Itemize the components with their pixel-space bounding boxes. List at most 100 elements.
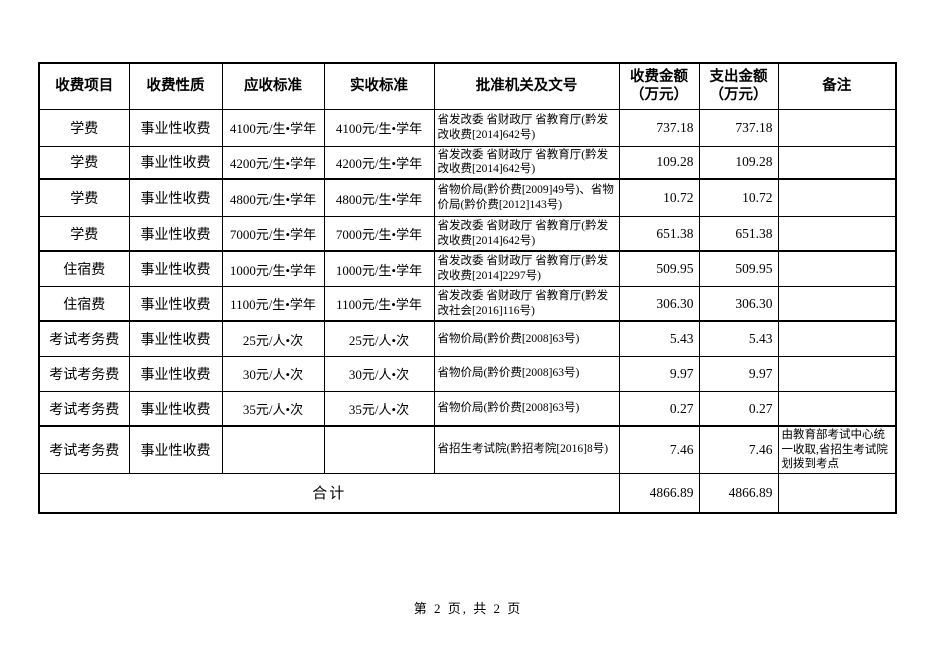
cell-income-amount: 737.18 bbox=[618, 108, 700, 147]
cell-expense-amount: 10.72 bbox=[698, 178, 779, 217]
col-header-due-standard: 应收标准 bbox=[221, 62, 325, 110]
cell-fee-item: 学费 bbox=[38, 145, 130, 181]
cell-income-amount: 0.27 bbox=[618, 390, 700, 428]
cell-due-standard: 35元/人•次 bbox=[221, 390, 325, 428]
cell-fee-item: 住宿费 bbox=[38, 250, 130, 287]
cell-income-amount: 9.97 bbox=[618, 355, 700, 392]
cell-actual-standard bbox=[323, 425, 435, 474]
table-row: 考试考务费 事业性收费 35元/人•次 35元/人•次 省物价局(黔价费[200… bbox=[38, 390, 897, 428]
cell-remark bbox=[777, 250, 897, 287]
cell-fee-item: 考试考务费 bbox=[38, 425, 130, 474]
cell-actual-standard: 4100元/生•学年 bbox=[323, 108, 435, 147]
cell-due-standard: 4100元/生•学年 bbox=[221, 108, 325, 147]
table-row: 住宿费 事业性收费 1000元/生•学年 1000元/生•学年 省发改委 省财政… bbox=[38, 250, 897, 287]
table-header-row: 收费项目 收费性质 应收标准 实收标准 批准机关及文号 收费金额 （万元） 支出… bbox=[38, 62, 897, 110]
cell-expense-amount: 509.95 bbox=[698, 250, 779, 287]
table-total-row: 合计 4866.89 4866.89 bbox=[38, 472, 897, 514]
col-header-authority: 批准机关及文号 bbox=[433, 62, 620, 110]
cell-income-amount: 10.72 bbox=[618, 178, 700, 217]
cell-due-standard: 7000元/生•学年 bbox=[221, 215, 325, 253]
cell-expense-amount: 0.27 bbox=[698, 390, 779, 428]
cell-fee-nature: 事业性收费 bbox=[128, 250, 223, 287]
cell-due-standard: 1100元/生•学年 bbox=[221, 285, 325, 323]
cell-due-standard: 4200元/生•学年 bbox=[221, 145, 325, 181]
col-header-fee-nature: 收费性质 bbox=[128, 62, 223, 110]
cell-fee-item: 住宿费 bbox=[38, 285, 130, 323]
cell-due-standard: 30元/人•次 bbox=[221, 355, 325, 392]
cell-authority: 省物价局(黔价费[2008]63号) bbox=[433, 320, 620, 357]
cell-fee-item: 学费 bbox=[38, 215, 130, 253]
cell-actual-standard: 1000元/生•学年 bbox=[323, 250, 435, 287]
cell-income-amount: 651.38 bbox=[618, 215, 700, 253]
cell-expense-amount: 7.46 bbox=[698, 425, 779, 474]
cell-remark bbox=[777, 285, 897, 323]
cell-due-standard bbox=[221, 425, 325, 474]
total-remark bbox=[777, 472, 897, 514]
total-income-amount: 4866.89 bbox=[618, 472, 700, 514]
cell-actual-standard: 4800元/生•学年 bbox=[323, 178, 435, 217]
cell-fee-item: 学费 bbox=[38, 108, 130, 147]
cell-actual-standard: 35元/人•次 bbox=[323, 390, 435, 428]
cell-due-standard: 4800元/生•学年 bbox=[221, 178, 325, 217]
cell-expense-amount: 651.38 bbox=[698, 215, 779, 253]
cell-income-amount: 5.43 bbox=[618, 320, 700, 357]
col-header-actual-standard: 实收标准 bbox=[323, 62, 435, 110]
cell-due-standard: 25元/人•次 bbox=[221, 320, 325, 357]
total-label: 合计 bbox=[38, 472, 620, 514]
cell-fee-nature: 事业性收费 bbox=[128, 145, 223, 181]
table-row: 考试考务费 事业性收费 25元/人•次 25元/人•次 省物价局(黔价费[200… bbox=[38, 320, 897, 357]
cell-fee-item: 考试考务费 bbox=[38, 355, 130, 392]
cell-authority: 省物价局(黔价费[2008]63号) bbox=[433, 355, 620, 392]
cell-authority: 省物价局(黔价费[2008]63号) bbox=[433, 390, 620, 428]
col-header-income-amount: 收费金额 （万元） bbox=[618, 62, 700, 110]
cell-remark bbox=[777, 108, 897, 147]
cell-actual-standard: 1100元/生•学年 bbox=[323, 285, 435, 323]
cell-fee-nature: 事业性收费 bbox=[128, 215, 223, 253]
cell-fee-item: 考试考务费 bbox=[38, 390, 130, 428]
table-row: 学费 事业性收费 4800元/生•学年 4800元/生•学年 省物价局(黔价费[… bbox=[38, 178, 897, 217]
cell-remark: 由教育部考试中心统一收取,省招生考试院划拨到考点 bbox=[777, 425, 897, 474]
cell-expense-amount: 306.30 bbox=[698, 285, 779, 323]
table-row: 学费 事业性收费 4200元/生•学年 4200元/生•学年 省发改委 省财政厅… bbox=[38, 145, 897, 181]
cell-fee-item: 考试考务费 bbox=[38, 320, 130, 357]
cell-authority: 省发改委 省财政厅 省教育厅(黔发改收费[2014]2297号) bbox=[433, 250, 620, 287]
cell-fee-nature: 事业性收费 bbox=[128, 425, 223, 474]
cell-fee-nature: 事业性收费 bbox=[128, 355, 223, 392]
cell-fee-nature: 事业性收费 bbox=[128, 285, 223, 323]
cell-authority: 省发改委 省财政厅 省教育厅(黔发改收费[2014]642号) bbox=[433, 215, 620, 253]
cell-authority: 省发改委 省财政厅 省教育厅(黔发改收费[2014]642号) bbox=[433, 145, 620, 181]
cell-actual-standard: 7000元/生•学年 bbox=[323, 215, 435, 253]
cell-expense-amount: 9.97 bbox=[698, 355, 779, 392]
page-number-indicator: 第 2 页, 共 2 页 bbox=[413, 601, 523, 616]
cell-income-amount: 109.28 bbox=[618, 145, 700, 181]
cell-income-amount: 509.95 bbox=[618, 250, 700, 287]
cell-actual-standard: 25元/人•次 bbox=[323, 320, 435, 357]
cell-authority: 省发改委 省财政厅 省教育厅(黔发改社会[2016]116号) bbox=[433, 285, 620, 323]
cell-fee-nature: 事业性收费 bbox=[128, 390, 223, 428]
cell-remark bbox=[777, 320, 897, 357]
cell-due-standard: 1000元/生•学年 bbox=[221, 250, 325, 287]
cell-income-amount: 306.30 bbox=[618, 285, 700, 323]
cell-authority: 省物价局(黔价费[2009]49号)、省物价局(黔价费[2012]143号) bbox=[433, 178, 620, 217]
table-row: 考试考务费 事业性收费 省招生考试院(黔招考院[2016]8号) 7.46 7.… bbox=[38, 425, 897, 474]
table-row: 住宿费 事业性收费 1100元/生•学年 1100元/生•学年 省发改委 省财政… bbox=[38, 285, 897, 323]
cell-fee-item: 学费 bbox=[38, 178, 130, 217]
col-header-expense-amount: 支出金额 （万元） bbox=[698, 62, 779, 110]
fee-disclosure-table: 收费项目 收费性质 应收标准 实收标准 批准机关及文号 收费金额 （万元） 支出… bbox=[38, 62, 897, 514]
cell-fee-nature: 事业性收费 bbox=[128, 108, 223, 147]
cell-remark bbox=[777, 390, 897, 428]
cell-remark bbox=[777, 215, 897, 253]
cell-income-amount: 7.46 bbox=[618, 425, 700, 474]
cell-expense-amount: 5.43 bbox=[698, 320, 779, 357]
col-header-fee-item: 收费项目 bbox=[38, 62, 130, 110]
cell-actual-standard: 30元/人•次 bbox=[323, 355, 435, 392]
cell-authority: 省发改委 省财政厅 省教育厅(黔发改收费[2014]642号) bbox=[433, 108, 620, 147]
table-row: 学费 事业性收费 4100元/生•学年 4100元/生•学年 省发改委 省财政厅… bbox=[38, 108, 897, 147]
col-header-remark: 备注 bbox=[777, 62, 897, 110]
cell-expense-amount: 737.18 bbox=[698, 108, 779, 147]
cell-remark bbox=[777, 355, 897, 392]
table-row: 学费 事业性收费 7000元/生•学年 7000元/生•学年 省发改委 省财政厅… bbox=[38, 215, 897, 253]
total-expense-amount: 4866.89 bbox=[698, 472, 779, 514]
cell-fee-nature: 事业性收费 bbox=[128, 320, 223, 357]
